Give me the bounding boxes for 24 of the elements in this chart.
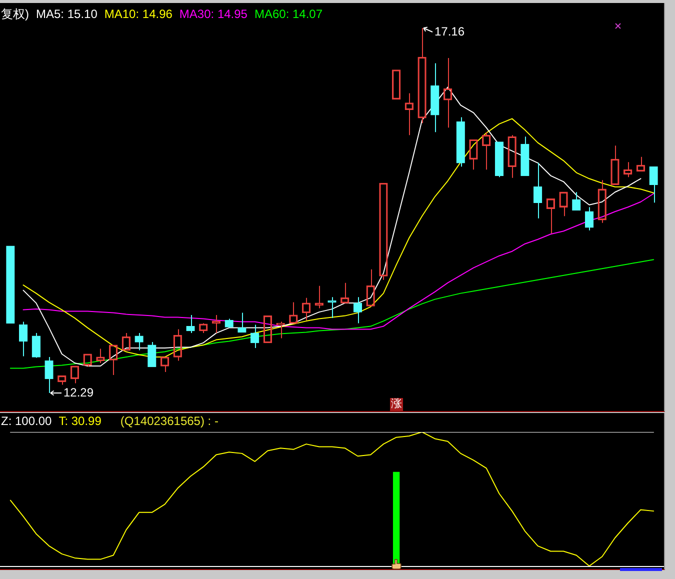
candlestick [456, 116, 465, 168]
annotation: 12.29 [64, 385, 94, 400]
text: MA30: 14.95 [179, 6, 248, 22]
text: (Q1402361565) : - [120, 413, 218, 429]
candlestick [328, 296, 336, 319]
candlestick [584, 206, 594, 231]
candlestick [18, 321, 28, 357]
text: MA10: 14.96 [104, 6, 172, 22]
candlestick [649, 166, 658, 204]
candlestick [238, 312, 246, 333]
text: MA5: 15.10 [36, 6, 98, 22]
annotation: 17.16 [434, 24, 465, 38]
candlestick [6, 246, 15, 324]
series-label: Z: 100.00 [1, 413, 52, 429]
candlestick [520, 136, 530, 176]
text: 涨 [390, 398, 403, 411]
text: MA60: 14.07 [254, 6, 323, 22]
chart-title: 复权) [1, 6, 29, 22]
candlestick [186, 314, 195, 334]
candlestick [44, 356, 54, 394]
candlestick [533, 162, 542, 219]
text: T: 30.99 [58, 413, 102, 429]
candlestick [134, 332, 144, 351]
candlestick [430, 62, 440, 133]
